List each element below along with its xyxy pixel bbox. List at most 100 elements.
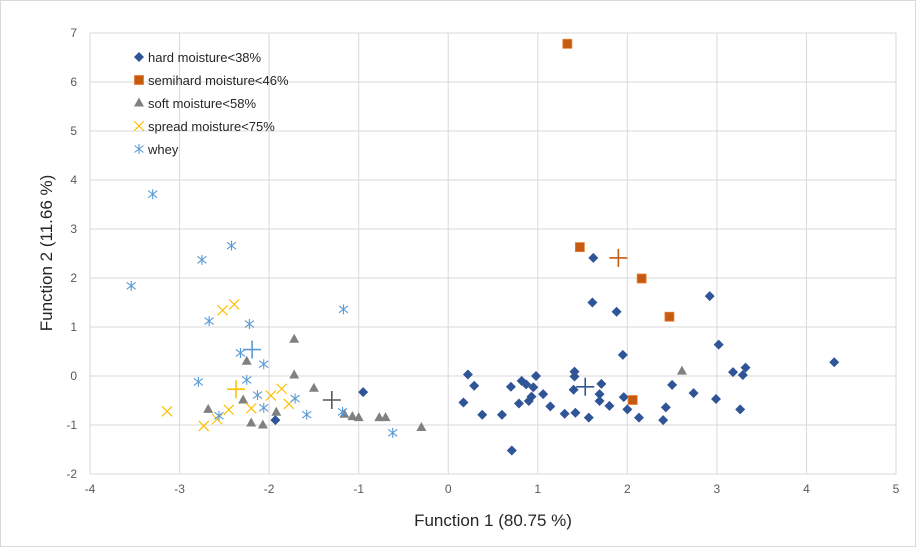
data-point [611, 306, 622, 317]
y-tick-label: 6 [70, 75, 77, 89]
data-point [374, 412, 385, 422]
data-point [505, 381, 516, 392]
data-point [569, 371, 580, 382]
data-point [270, 415, 281, 426]
x-tick-label: -2 [264, 482, 275, 496]
series-4 [126, 189, 398, 438]
centroid-marker [609, 248, 628, 267]
tick-labels: -4 -3 -2 -1 0 1 2 3 4 5 -2 -1 0 1 2 3 4 5 6 7 [66, 26, 899, 496]
data-point [594, 389, 605, 400]
x-tick-label: 4 [803, 482, 810, 496]
y-tick-label: 1 [70, 320, 77, 334]
data-point [126, 280, 137, 291]
data-point [506, 445, 517, 456]
data-point [562, 38, 573, 49]
x-axis-title: Function 1 (80.75 %) [414, 511, 572, 530]
x-tick-label: -3 [174, 482, 185, 496]
x-tick-label: 5 [893, 482, 900, 496]
data-point [387, 427, 398, 438]
data-point [337, 406, 348, 417]
data-point [289, 333, 300, 343]
data-point [636, 273, 647, 284]
data-point [358, 387, 369, 398]
gridlines [89, 32, 897, 475]
data-point [462, 369, 473, 380]
data-point [496, 409, 507, 420]
legend-label: semihard moisture<46% [148, 73, 289, 88]
data-point [265, 390, 277, 402]
data-point [226, 240, 237, 251]
data-point [710, 394, 721, 405]
data-point [530, 371, 541, 381]
y-tick-label: 5 [70, 124, 77, 138]
data-point [570, 407, 581, 418]
data-point [458, 397, 469, 408]
y-tick-label: -1 [66, 418, 77, 432]
data-point [737, 370, 748, 381]
data-point [596, 378, 607, 389]
data-point [469, 380, 480, 391]
data-point [528, 382, 539, 393]
data-point [290, 393, 300, 404]
data-point [829, 357, 840, 368]
data-point [258, 359, 269, 370]
y-tick-label: 0 [70, 369, 77, 383]
data-point [617, 349, 628, 360]
data-point [246, 417, 257, 427]
data-point [257, 419, 268, 429]
legend-label: spread moisture<75% [148, 119, 275, 134]
data-point [568, 384, 579, 395]
data-point [238, 394, 249, 404]
legend-marker [133, 120, 145, 132]
data-point [245, 402, 257, 414]
data-point [583, 412, 594, 423]
data-point [241, 374, 252, 385]
data-point [704, 291, 715, 302]
data-point [667, 379, 678, 390]
data-point [545, 401, 556, 412]
data-point [217, 304, 228, 316]
data-point [214, 410, 224, 421]
data-point [338, 304, 349, 315]
data-point [211, 413, 223, 425]
data-point [347, 411, 358, 421]
data-point [416, 421, 427, 431]
y-tick-label: 7 [70, 26, 77, 40]
data-point [147, 189, 158, 200]
data-point [664, 311, 675, 322]
data-point [271, 406, 282, 416]
data-point [618, 392, 629, 403]
data-point [604, 400, 615, 411]
data-point [276, 383, 288, 395]
data-point [289, 369, 300, 379]
legend: hard moisture<38% semihard moisture<46% so… [133, 50, 289, 157]
data-point [223, 404, 235, 416]
centroid-marker [243, 340, 262, 359]
data-point [244, 319, 255, 330]
data-point [521, 379, 532, 390]
data-point [228, 299, 240, 310]
data-point [658, 415, 669, 426]
data-point [523, 395, 534, 406]
data-points [126, 38, 840, 456]
data-point [538, 389, 549, 400]
legend-label: hard moisture<38% [148, 50, 262, 65]
data-point [477, 409, 488, 420]
legend-marker [134, 144, 144, 154]
data-point [713, 339, 724, 350]
data-point [513, 398, 524, 409]
data-point [258, 402, 269, 413]
data-point [193, 376, 204, 387]
x-tick-label: 0 [445, 482, 452, 496]
data-point [308, 382, 319, 392]
data-point [660, 402, 671, 413]
x-tick-label: 2 [624, 482, 631, 496]
data-point [559, 408, 570, 419]
data-point [574, 242, 585, 253]
data-point [301, 409, 312, 420]
data-point [735, 404, 746, 415]
data-point [203, 403, 214, 413]
x-tick-label: 1 [534, 482, 541, 496]
y-tick-label: 3 [70, 222, 77, 236]
